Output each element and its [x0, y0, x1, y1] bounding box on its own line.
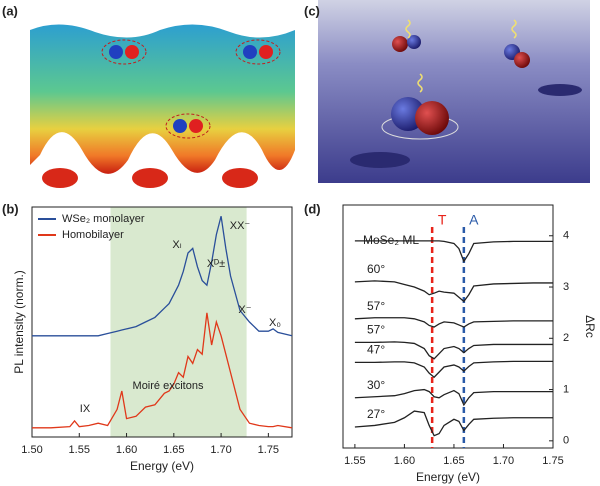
y-tick-label: 2 — [563, 332, 569, 344]
x-tick-label: 1.55 — [69, 444, 90, 456]
series-line — [354, 410, 553, 437]
series-line — [32, 312, 293, 429]
legend-label: WSe₂ monolayer — [62, 213, 145, 225]
series-line — [354, 280, 553, 303]
series-line — [354, 317, 553, 328]
x-axis-label: Energy (eV) — [130, 459, 194, 473]
panel-label: (d) — [304, 201, 321, 216]
y-tick-label: 1 — [563, 383, 569, 395]
panel-label: (a) — [2, 3, 18, 18]
x-tick-label: 1.70 — [210, 444, 231, 456]
series-label: MoSe₂ ML — [363, 233, 419, 247]
series-line — [32, 216, 293, 337]
x-tick-label: 1.60 — [394, 455, 415, 467]
series-label: 60° — [367, 262, 385, 276]
annotation: Xᴰ± — [207, 258, 225, 270]
x-tick-label: 1.65 — [163, 444, 184, 456]
legend-label: Homobilayer — [62, 229, 124, 241]
shaded-region — [110, 207, 247, 437]
series-line — [354, 341, 553, 360]
annotation: Moiré excitons — [133, 380, 204, 392]
y-axis-label: ΔRc — [583, 315, 597, 338]
x-axis-label: Energy (eV) — [416, 470, 480, 484]
x-tick-label: 1.55 — [344, 455, 365, 467]
plot-frame — [31, 206, 293, 438]
series-line — [354, 388, 553, 407]
annotation: X⁻ — [238, 304, 251, 316]
annotation: IX — [80, 403, 91, 415]
series-label: 30° — [367, 378, 385, 392]
moire-potential-illustration — [30, 24, 295, 188]
series-line — [354, 240, 553, 263]
plot-frame — [342, 204, 554, 449]
y-tick-label: 4 — [563, 230, 569, 242]
series-line — [354, 360, 553, 379]
annotation: Xₗ — [172, 239, 181, 251]
series-label: 47° — [367, 343, 385, 357]
x-tick-label: 1.70 — [493, 455, 514, 467]
x-tick-label: 1.65 — [443, 455, 464, 467]
series-label: 57° — [367, 299, 385, 313]
y-tick-label: 0 — [563, 435, 569, 447]
reference-label: T — [438, 212, 447, 228]
reference-label: A — [469, 212, 479, 228]
series-label: 27° — [367, 407, 385, 421]
series-label: 57° — [367, 323, 385, 337]
x-tick-label: 1.60 — [116, 444, 137, 456]
exciton-illustration — [318, 0, 590, 183]
x-tick-label: 1.75 — [542, 455, 563, 467]
panel-label: (c) — [304, 3, 320, 18]
y-tick-label: 3 — [563, 281, 569, 293]
x-tick-label: 1.75 — [258, 444, 279, 456]
annotation: X₀ — [269, 317, 281, 329]
annotation: XX⁻ — [230, 220, 251, 232]
panel-label: (b) — [2, 201, 19, 216]
y-axis-label: PL intensity (norm.) — [12, 270, 26, 374]
x-tick-label: 1.50 — [21, 444, 42, 456]
